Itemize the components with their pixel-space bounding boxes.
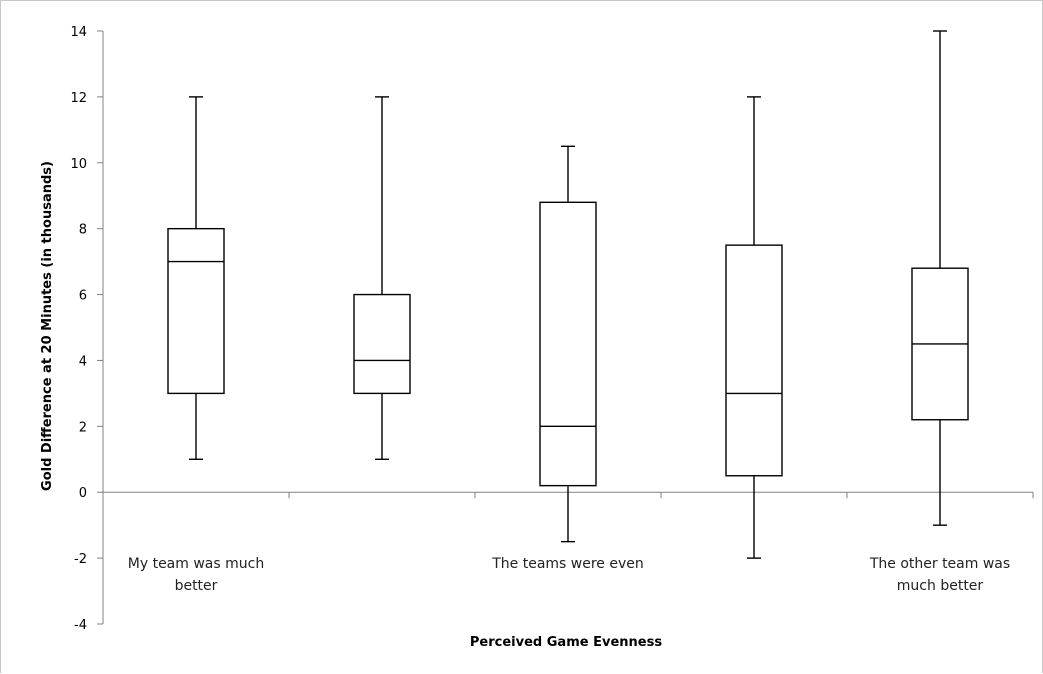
category-label-line: better — [175, 578, 218, 594]
box-plot-1 — [167, 96, 225, 460]
y-tick-label: 10 — [70, 157, 87, 172]
category-label-line: The other team was — [869, 556, 1010, 572]
y-tick-label: -2 — [74, 552, 87, 567]
box-iqr — [353, 293, 411, 395]
category-label: The other team was much better — [869, 556, 1010, 594]
box-iqr — [725, 244, 783, 477]
box-plot-3 — [539, 145, 597, 543]
box-iqr — [539, 201, 597, 487]
category-labels: My team was much better The teams were eve… — [128, 556, 1010, 594]
category-label-line: The teams were even — [491, 556, 644, 572]
category-label-line: My team was much — [128, 556, 264, 572]
box-plot-4 — [725, 96, 783, 559]
box-plot-2 — [353, 96, 411, 460]
box-plot-5 — [911, 30, 969, 526]
category-label: The teams were even — [491, 556, 644, 572]
y-tick-label: 2 — [79, 420, 87, 435]
box-series — [167, 30, 969, 559]
y-tick-label: 0 — [79, 486, 87, 501]
x-axis-title: Perceived Game Evenness — [470, 635, 662, 650]
y-tick-label: 8 — [79, 223, 87, 238]
category-label: My team was much better — [128, 556, 264, 594]
box-iqr — [167, 227, 225, 395]
y-tick-label: -4 — [74, 618, 87, 633]
y-tick-label: 12 — [70, 91, 87, 106]
y-tick-label: 14 — [70, 25, 87, 40]
y-tick-label: 4 — [79, 354, 87, 369]
category-label-line: much better — [897, 578, 984, 594]
y-axis-title: Gold Difference at 20 Minutes (in thousa… — [40, 161, 55, 491]
y-axis: -4 -2 0 2 4 6 8 10 12 14 — [70, 25, 104, 633]
y-tick-label: 6 — [79, 289, 87, 304]
